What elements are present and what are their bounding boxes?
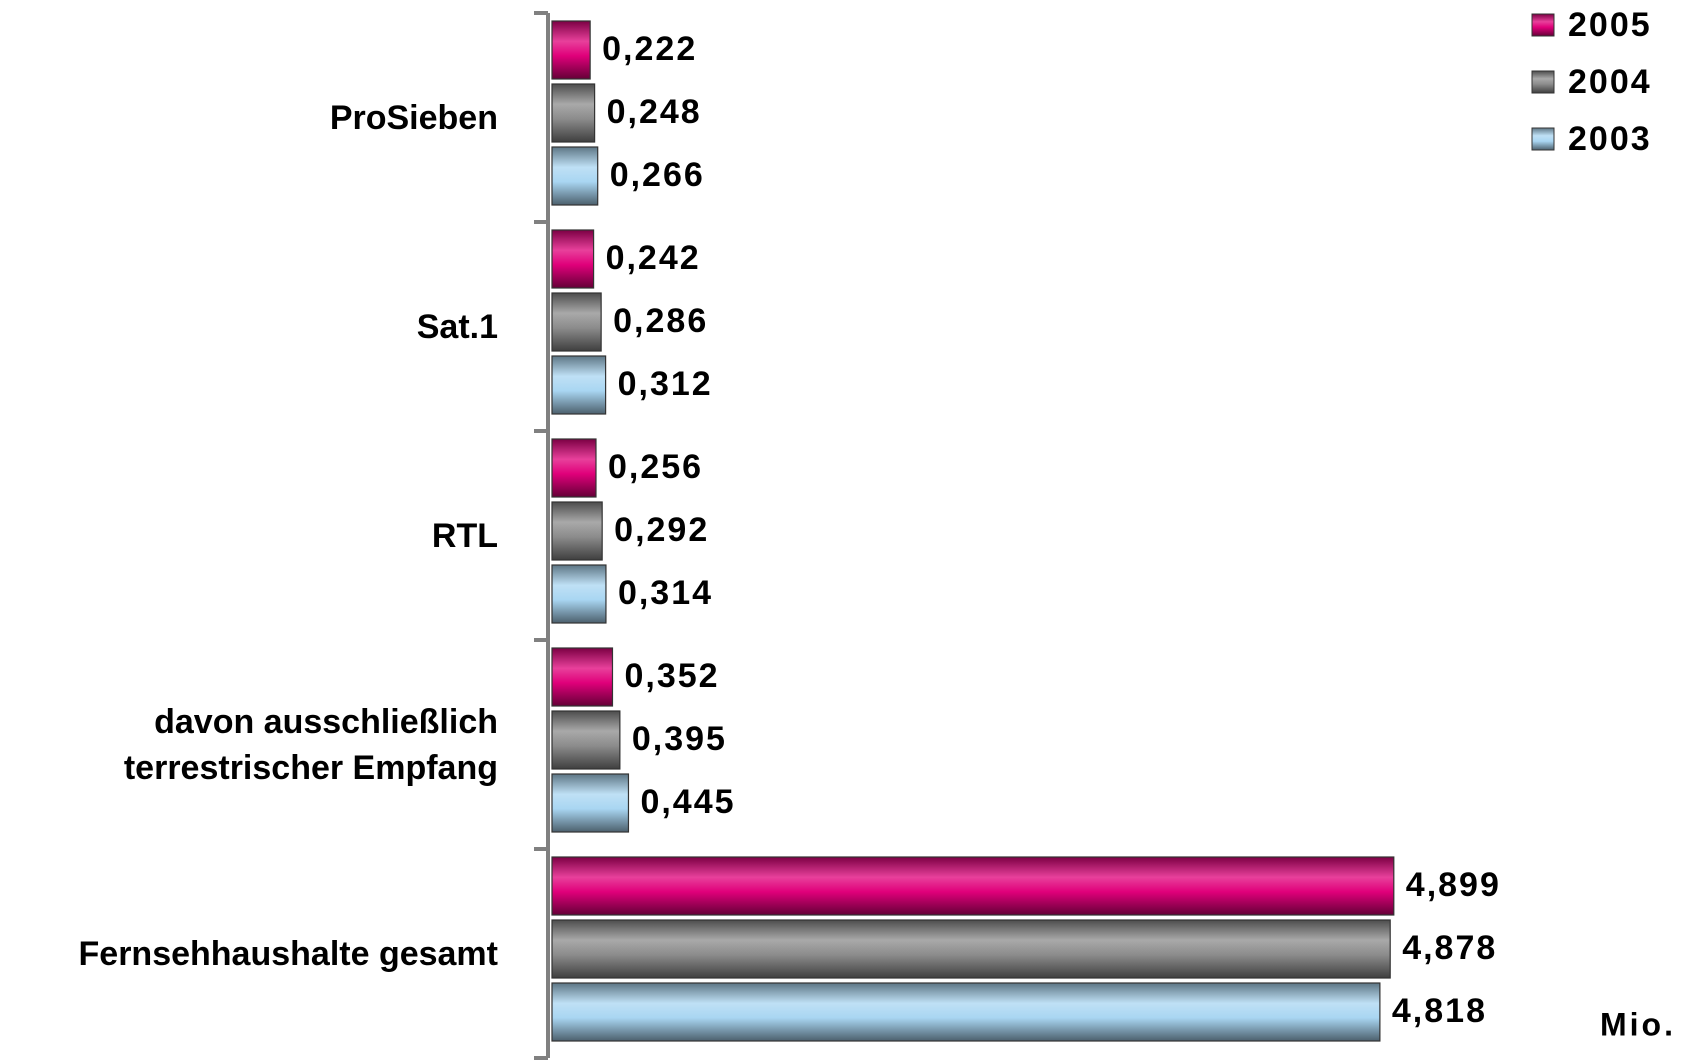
value-label: 0,256 bbox=[608, 448, 703, 486]
category-label: Fernsehhaushalte gesamt bbox=[78, 934, 498, 973]
bar bbox=[551, 438, 597, 498]
bar bbox=[551, 919, 1391, 979]
category-label: Sat.1 bbox=[416, 307, 498, 346]
value-label: 0,352 bbox=[624, 657, 719, 695]
bar bbox=[551, 146, 599, 206]
legend-swatch bbox=[1531, 127, 1555, 151]
bar bbox=[551, 355, 607, 415]
value-label: 0,242 bbox=[606, 239, 701, 277]
value-label: 0,312 bbox=[618, 365, 713, 403]
value-label: 0,266 bbox=[610, 156, 705, 194]
bar bbox=[551, 773, 630, 833]
value-label: 0,286 bbox=[613, 302, 708, 340]
value-label: 4,878 bbox=[1402, 929, 1497, 967]
value-label: 0,314 bbox=[618, 574, 713, 612]
bar bbox=[551, 229, 595, 289]
value-label: 0,222 bbox=[602, 30, 697, 68]
value-label: 0,292 bbox=[614, 511, 709, 549]
value-label: 4,899 bbox=[1406, 866, 1501, 904]
bar bbox=[551, 20, 591, 80]
x-axis-label: Mio. bbox=[1600, 1006, 1676, 1042]
legend-label: 2005 bbox=[1568, 6, 1652, 44]
bar bbox=[551, 856, 1395, 916]
category-label: ProSieben bbox=[329, 98, 498, 137]
bar bbox=[551, 564, 607, 624]
value-label: 0,395 bbox=[632, 720, 727, 758]
legend-swatch bbox=[1531, 70, 1555, 94]
legend-label: 2004 bbox=[1568, 63, 1652, 101]
bar bbox=[551, 647, 614, 707]
bar bbox=[551, 982, 1381, 1042]
bar bbox=[551, 501, 603, 561]
value-label: 0,445 bbox=[640, 783, 735, 821]
bar bbox=[551, 83, 596, 143]
bar bbox=[551, 710, 621, 770]
bar bbox=[551, 292, 602, 352]
category-label: RTL bbox=[431, 516, 498, 555]
category-label: davon ausschließlich terrestrischer Empf… bbox=[123, 702, 498, 787]
value-label: 0,248 bbox=[607, 93, 702, 131]
legend-label: 2003 bbox=[1568, 120, 1652, 158]
value-label: 4,818 bbox=[1392, 992, 1487, 1030]
legend-swatch bbox=[1531, 13, 1555, 37]
